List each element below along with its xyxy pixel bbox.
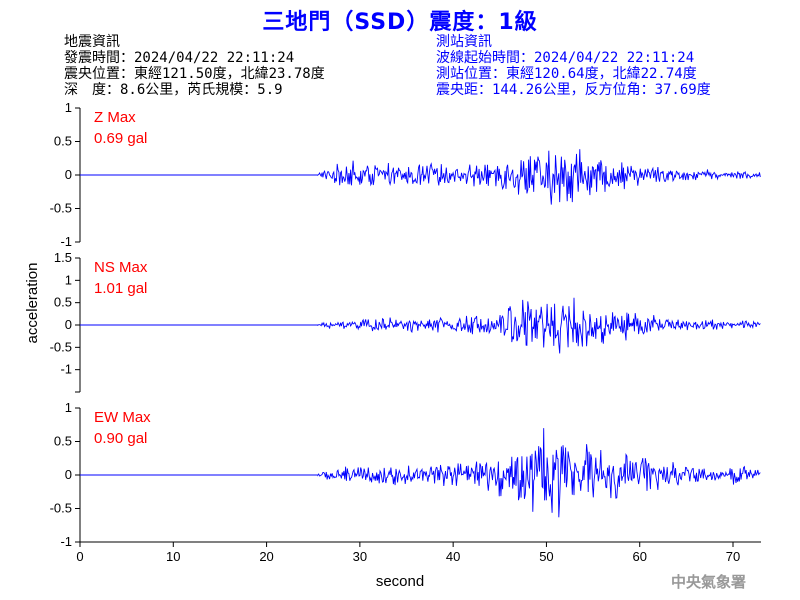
y-tick-label: -0.5 bbox=[50, 201, 72, 216]
quake-origin-time: 發震時間：2024/04/22 22:11:24 bbox=[64, 50, 295, 66]
y-tick-label: 0.5 bbox=[54, 134, 72, 149]
y-tick-label: 0.5 bbox=[54, 295, 72, 310]
max-value-ew: 0.90 gal bbox=[94, 430, 147, 447]
x-tick-label: 0 bbox=[76, 549, 83, 564]
y-tick-label: 0.5 bbox=[54, 434, 72, 449]
y-axis-title: acceleration bbox=[24, 263, 41, 344]
max-label-z: Z Max bbox=[94, 109, 136, 126]
station-distance-azimuth: 震央距：144.26公里，反方位角：37.69度 bbox=[436, 82, 711, 98]
station-wave-start: 波線起始時間：2024/04/22 22:11:24 bbox=[436, 50, 695, 66]
panel-z: -1 -0.5 0 0.5 1 Z Max 0.69 gal bbox=[50, 100, 761, 249]
x-tick-label: 10 bbox=[166, 549, 180, 564]
y-tick-label: 1 bbox=[65, 400, 72, 415]
y-tick-label: 0 bbox=[65, 467, 72, 482]
max-label-ns: NS Max bbox=[94, 259, 148, 276]
y-tick-label: -1 bbox=[60, 234, 72, 249]
station-info-block: 測站資訊 波線起始時間：2024/04/22 22:11:24 測站位置：東經1… bbox=[436, 34, 711, 98]
y-tick-label: 1.5 bbox=[54, 250, 72, 265]
x-tick-label: 30 bbox=[353, 549, 367, 564]
x-tick-label: 20 bbox=[259, 549, 273, 564]
y-tick-label: -1 bbox=[60, 534, 72, 549]
max-value-ns: 1.01 gal bbox=[94, 280, 147, 297]
chart-title: 三地門（SSD）震度：1級 bbox=[262, 10, 538, 35]
panel-ew: -1 -0.5 0 0.5 1 EW Max 0.90 gal 0 10 20 30 40 50 60 70 bbox=[50, 400, 761, 564]
waveform-z bbox=[80, 149, 761, 205]
quake-depth-magnitude: 深 度：8.6公里，芮氏規模：5.9 bbox=[64, 82, 283, 98]
y-tick-label: 1 bbox=[65, 272, 72, 287]
station-info-heading: 測站資訊 bbox=[436, 34, 492, 50]
waveform-ns bbox=[80, 297, 761, 354]
x-tick-label: 60 bbox=[632, 549, 646, 564]
panel-ns: -1 -0.5 0 0.5 1 1.5 NS Max 1.01 gal bbox=[50, 250, 761, 393]
quake-epicenter: 震央位置：東經121.50度，北緯23.78度 bbox=[64, 66, 325, 82]
y-tick-label: 1 bbox=[65, 100, 72, 115]
y-tick-label: -0.5 bbox=[50, 501, 72, 516]
y-tick-label: -1 bbox=[60, 362, 72, 377]
y-tick-label: 0 bbox=[65, 167, 72, 182]
x-tick-label: 70 bbox=[726, 549, 740, 564]
x-tick-label: 50 bbox=[539, 549, 553, 564]
x-tick-label: 40 bbox=[446, 549, 460, 564]
agency-watermark: 中央氣象署 bbox=[671, 573, 746, 591]
max-value-z: 0.69 gal bbox=[94, 130, 147, 147]
quake-info-heading: 地震資訊 bbox=[64, 34, 120, 50]
waveform-ew bbox=[80, 428, 761, 518]
x-axis-title: second bbox=[376, 573, 424, 590]
max-label-ew: EW Max bbox=[94, 409, 151, 426]
quake-info-block: 地震資訊 發震時間：2024/04/22 22:11:24 震央位置：東經121… bbox=[64, 34, 325, 98]
y-tick-label: 0 bbox=[65, 317, 72, 332]
y-tick-label: -0.5 bbox=[50, 339, 72, 354]
station-location: 測站位置：東經120.64度，北緯22.74度 bbox=[436, 66, 697, 82]
